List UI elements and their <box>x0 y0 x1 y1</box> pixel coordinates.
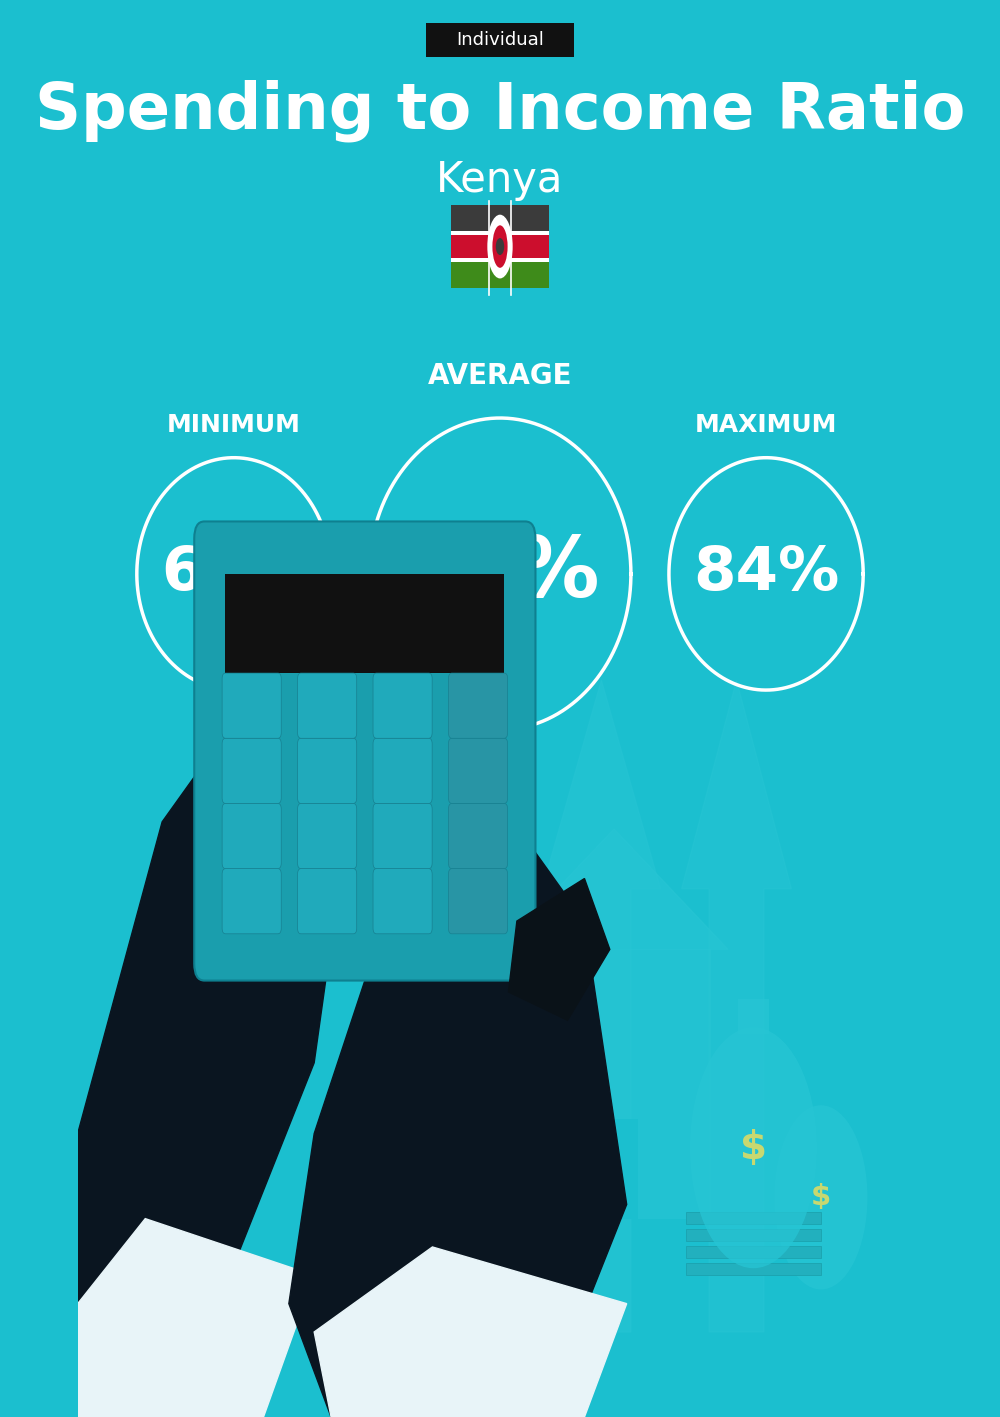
Bar <box>738 999 769 1034</box>
Bar <box>451 258 549 262</box>
Polygon shape <box>508 879 610 1020</box>
Text: Kenya: Kenya <box>436 159 564 201</box>
Bar <box>686 1246 821 1258</box>
Polygon shape <box>682 680 791 1332</box>
Bar <box>451 205 549 232</box>
FancyBboxPatch shape <box>373 803 432 869</box>
Text: AVERAGE: AVERAGE <box>428 361 572 390</box>
FancyBboxPatch shape <box>298 803 357 869</box>
FancyBboxPatch shape <box>298 869 357 934</box>
FancyBboxPatch shape <box>448 738 508 803</box>
FancyBboxPatch shape <box>448 869 508 934</box>
Text: Individual: Individual <box>456 31 544 48</box>
Bar <box>517 949 711 1219</box>
FancyBboxPatch shape <box>373 738 432 803</box>
FancyBboxPatch shape <box>298 738 357 803</box>
Bar <box>451 261 549 288</box>
Ellipse shape <box>487 215 513 279</box>
FancyBboxPatch shape <box>222 738 281 803</box>
Text: Spending to Income Ratio: Spending to Income Ratio <box>35 79 965 142</box>
Ellipse shape <box>492 225 508 268</box>
FancyBboxPatch shape <box>426 23 574 57</box>
Text: $: $ <box>740 1129 767 1166</box>
Text: $: $ <box>811 1183 831 1212</box>
FancyBboxPatch shape <box>373 869 432 934</box>
Polygon shape <box>78 680 348 1417</box>
Polygon shape <box>542 680 660 1332</box>
Bar <box>451 232 549 261</box>
Polygon shape <box>78 1219 314 1417</box>
Ellipse shape <box>690 1027 817 1268</box>
Text: MINIMUM: MINIMUM <box>167 414 301 436</box>
FancyBboxPatch shape <box>298 673 357 738</box>
Polygon shape <box>331 737 466 1304</box>
Text: 84%: 84% <box>693 544 839 604</box>
Bar <box>597 1119 638 1219</box>
Text: MAXIMUM: MAXIMUM <box>695 414 837 436</box>
Bar <box>451 231 549 235</box>
Bar <box>686 1212 821 1224</box>
FancyBboxPatch shape <box>448 673 508 738</box>
FancyBboxPatch shape <box>448 803 508 869</box>
Bar <box>686 1263 821 1275</box>
FancyBboxPatch shape <box>222 673 281 738</box>
Polygon shape <box>314 1247 627 1417</box>
FancyBboxPatch shape <box>222 869 281 934</box>
FancyBboxPatch shape <box>222 803 281 869</box>
FancyBboxPatch shape <box>194 521 535 981</box>
Text: 68%: 68% <box>161 544 307 604</box>
Ellipse shape <box>775 1105 867 1289</box>
Polygon shape <box>289 779 627 1417</box>
Bar <box>686 1229 821 1241</box>
Text: 76%: 76% <box>400 533 600 615</box>
FancyBboxPatch shape <box>373 673 432 738</box>
Polygon shape <box>500 829 728 949</box>
Ellipse shape <box>496 238 504 255</box>
Bar <box>225 574 504 673</box>
